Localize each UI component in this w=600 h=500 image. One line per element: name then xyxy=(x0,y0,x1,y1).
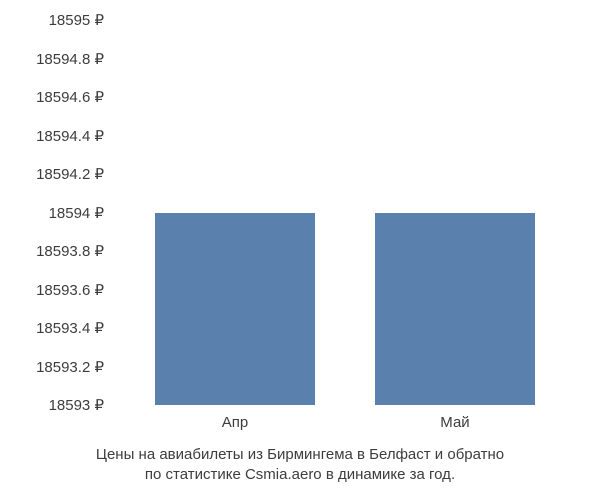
y-tick: 18594.2 ₽ xyxy=(36,165,104,183)
y-tick: 18593.8 ₽ xyxy=(36,242,104,260)
y-tick: 18594.8 ₽ xyxy=(36,50,104,68)
bar-may xyxy=(375,213,535,406)
y-tick: 18593.4 ₽ xyxy=(36,319,104,337)
chart-area: 18595 ₽ 18594.8 ₽ 18594.6 ₽ 18594.4 ₽ 18… xyxy=(0,0,600,430)
y-tick: 18594.4 ₽ xyxy=(36,127,104,145)
x-tick: Апр xyxy=(222,414,248,431)
caption: Цены на авиабилеты из Бирмингема в Белфа… xyxy=(0,445,600,486)
y-tick: 18593.2 ₽ xyxy=(36,358,104,376)
y-tick: 18593 ₽ xyxy=(49,396,104,414)
bar-apr xyxy=(155,213,315,406)
y-tick: 18594.6 ₽ xyxy=(36,88,104,106)
caption-line1: Цены на авиабилеты из Бирмингема в Белфа… xyxy=(96,446,504,463)
y-tick: 18593.6 ₽ xyxy=(36,281,104,299)
y-tick: 18595 ₽ xyxy=(49,11,104,29)
x-axis: Апр Май xyxy=(115,410,575,435)
y-axis: 18595 ₽ 18594.8 ₽ 18594.6 ₽ 18594.4 ₽ 18… xyxy=(0,20,110,405)
y-tick: 18594 ₽ xyxy=(49,204,104,222)
plot-area xyxy=(115,20,575,405)
x-tick: Май xyxy=(440,414,469,431)
caption-line2: по статистике Csmia.aero в динамике за г… xyxy=(145,466,455,483)
